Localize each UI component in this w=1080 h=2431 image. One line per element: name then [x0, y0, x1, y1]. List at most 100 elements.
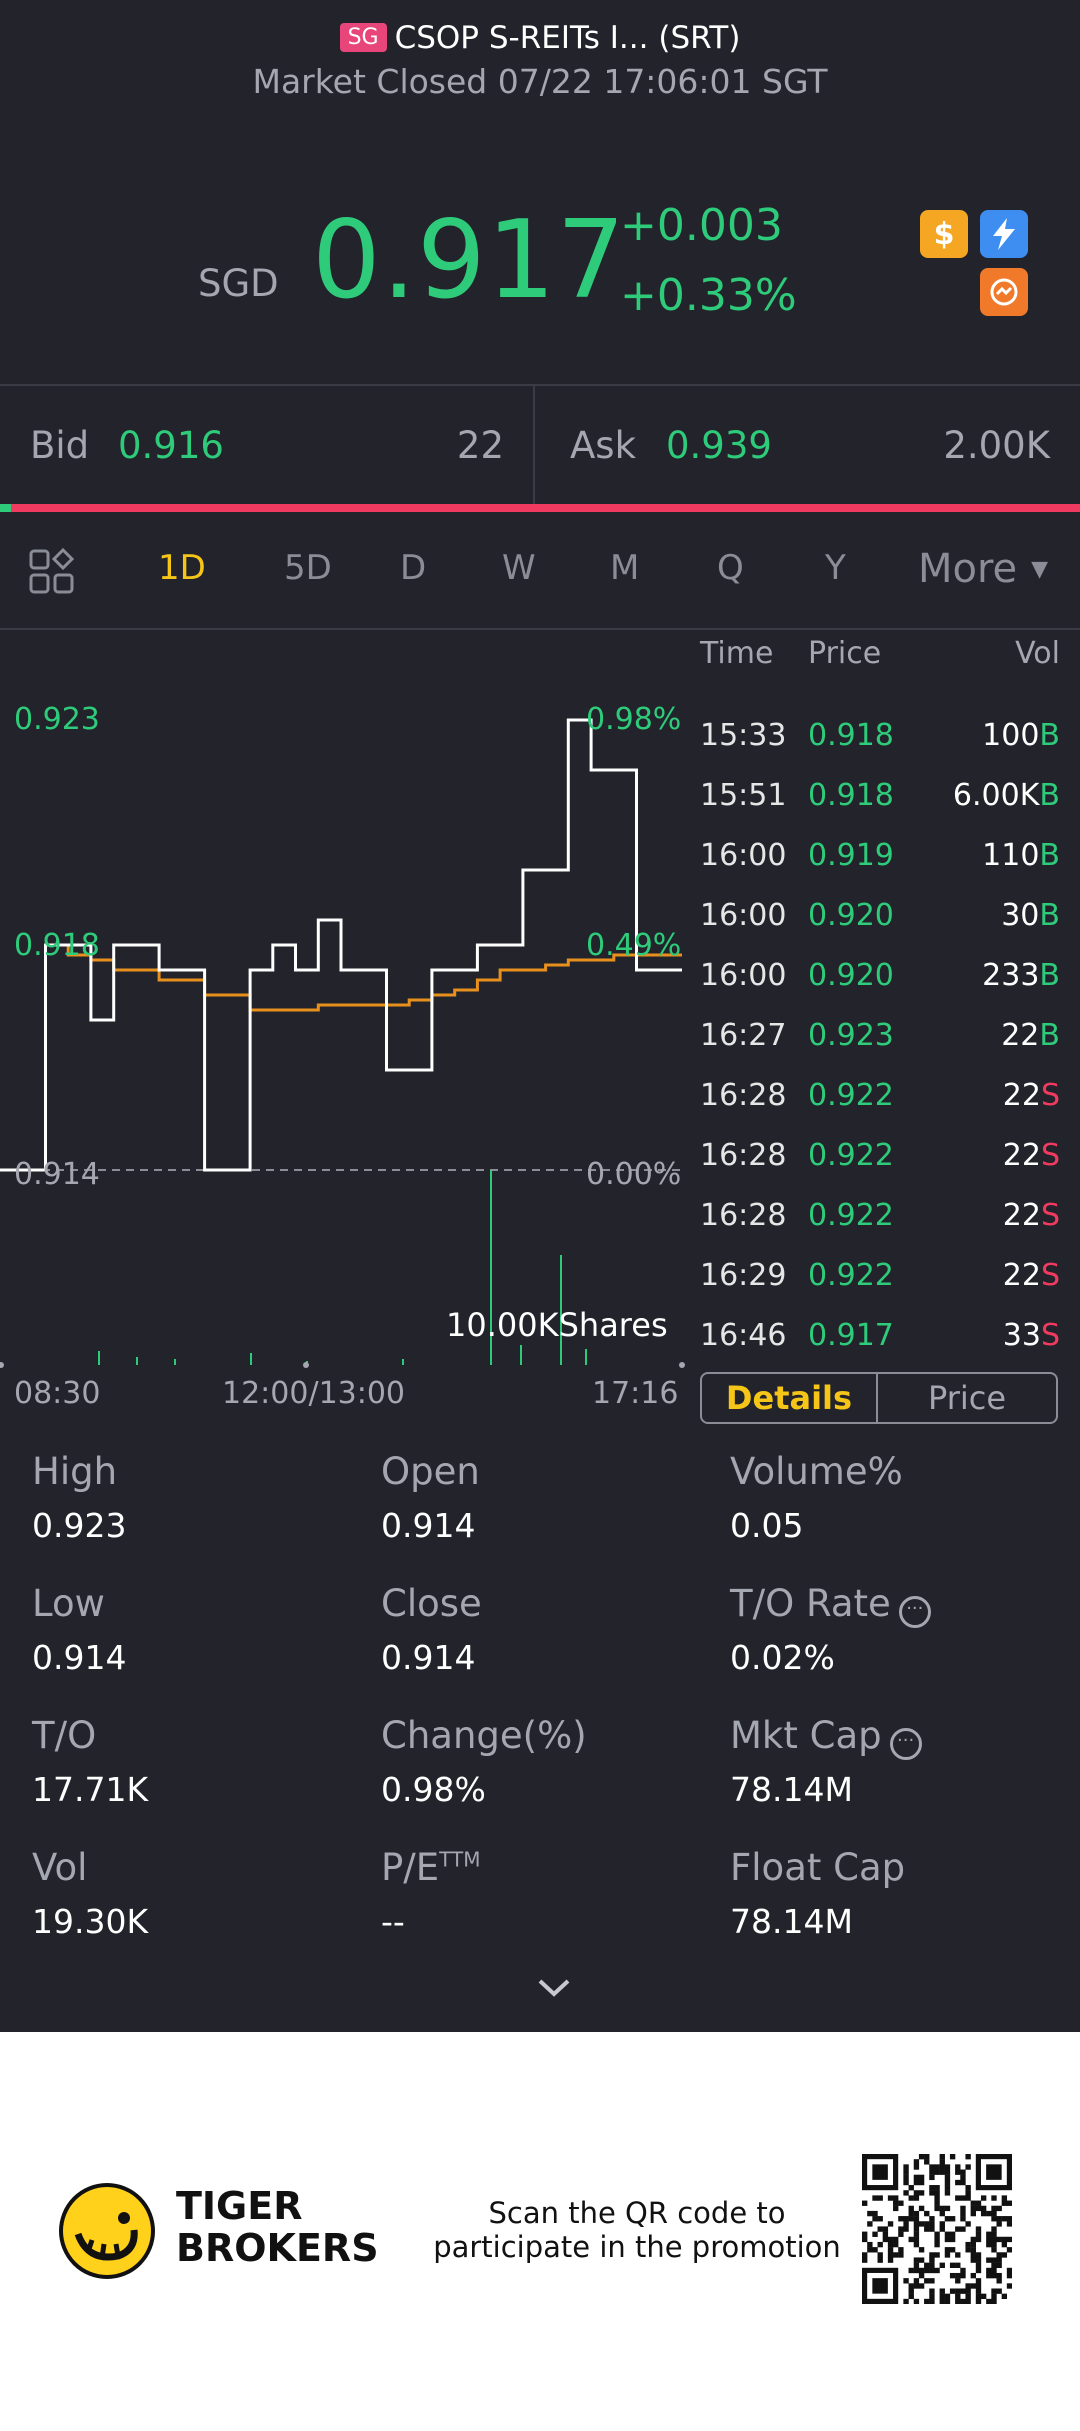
price-change: +0.003 [620, 200, 783, 251]
trade-volume: 233B [982, 958, 1060, 993]
intraday-chart[interactable] [0, 630, 690, 1370]
divider [0, 384, 1080, 386]
pe-value: -- [381, 1902, 405, 1941]
trade-price: 0.917 [808, 1318, 894, 1353]
mkt-cap-label: Mkt Cap ··· [730, 1714, 922, 1760]
trade-price: 0.918 [808, 718, 894, 753]
trade-row: 16:28 0.922 22S [700, 1198, 1060, 1258]
divider [0, 628, 1080, 630]
axis-dot [0, 1362, 4, 1368]
trade-row: 16:46 0.917 33S [700, 1318, 1060, 1378]
stock-name: CSOP S-REITs I... (SRT) [394, 20, 741, 56]
pe-ttm-sup: TTM [439, 1847, 481, 1872]
trades-header-vol: Vol [1015, 636, 1060, 671]
app-background [0, 0, 1080, 2032]
promo-line1: Scan the QR code to [488, 2196, 786, 2230]
trade-time: 16:46 [700, 1318, 787, 1353]
float-cap-value: 78.14M [730, 1902, 853, 1941]
trade-price: 0.919 [808, 838, 894, 873]
swap-icon[interactable] [980, 268, 1028, 316]
caret-down-icon: ▼ [1031, 557, 1049, 582]
trade-row: 15:51 0.918 6.00KB [700, 778, 1060, 838]
trade-volume: 100B [982, 718, 1060, 753]
trade-price: 0.922 [808, 1198, 894, 1233]
trade-row: 16:00 0.920 233B [700, 958, 1060, 1018]
volume-pct-value: 0.05 [730, 1506, 804, 1545]
market-status: Market Closed 07/22 17:06:01 SGT [252, 62, 828, 101]
change-value: 0.98% [381, 1770, 486, 1809]
close-label: Close [381, 1582, 482, 1625]
open-label: Open [381, 1450, 480, 1493]
trade-volume: 22S [1002, 1138, 1060, 1173]
trade-time: 15:51 [700, 778, 787, 813]
y-tick-mid-pct: 0.49% [586, 928, 682, 963]
trade-row: 16:00 0.920 30B [700, 898, 1060, 958]
trade-time: 16:00 [700, 898, 787, 933]
trade-volume: 22B [1001, 1018, 1060, 1053]
to-rate-label-text: T/O Rate [730, 1582, 891, 1625]
high-value: 0.923 [32, 1506, 127, 1545]
volume-pct-label: Volume% [730, 1450, 903, 1493]
trade-volume: 33S [1002, 1318, 1060, 1353]
brand-name: TIGER BROKERS [176, 2185, 379, 2269]
tab-1d[interactable]: 1D [158, 548, 206, 588]
region-badge: SG [339, 23, 387, 52]
to-rate-value: 0.02% [730, 1638, 835, 1677]
more-info-icon[interactable]: ··· [889, 1728, 922, 1760]
price-line [0, 718, 682, 1172]
trade-price: 0.920 [808, 958, 894, 993]
vol-value: 19.30K [32, 1902, 149, 1941]
close-value: 0.914 [381, 1638, 476, 1677]
trade-volume: 22S [1002, 1258, 1060, 1293]
tab-m[interactable]: M [610, 548, 640, 588]
dollar-icon[interactable]: $ [920, 210, 968, 258]
y-tick-high-pct: 0.98% [586, 702, 682, 737]
trade-row: 16:27 0.923 22B [700, 1018, 1060, 1078]
pe-label: P/ETTM [381, 1846, 481, 1889]
volume-bars [98, 1170, 587, 1365]
chart-layout-icon[interactable] [28, 547, 76, 596]
trade-time: 16:28 [700, 1138, 787, 1173]
trade-volume: 6.00KB [952, 778, 1060, 813]
tab-w[interactable]: W [502, 548, 536, 588]
price-button[interactable]: Price [878, 1372, 1058, 1424]
trade-time: 16:29 [700, 1258, 787, 1293]
to-label: T/O [32, 1714, 97, 1757]
more-info-icon[interactable]: ··· [898, 1596, 931, 1628]
pe-label-text: P/E [381, 1846, 440, 1889]
volume-bar [560, 1255, 562, 1365]
expand-chevron-icon[interactable] [536, 1976, 572, 2000]
tab-more[interactable]: More ▼ [918, 546, 1048, 592]
details-button[interactable]: Details [700, 1372, 878, 1424]
trade-time: 16:00 [700, 838, 787, 873]
brand-line2: BROKERS [176, 2226, 379, 2270]
flash-icon[interactable] [980, 210, 1028, 258]
low-value: 0.914 [32, 1638, 127, 1677]
trade-volume: 22S [1002, 1078, 1060, 1113]
y-tick-mid: 0.918 [14, 928, 100, 963]
bid-size: 22 [456, 424, 504, 467]
bid-label: Bid [30, 424, 90, 467]
open-value: 0.914 [381, 1506, 476, 1545]
volume-scale-label: 10.00KShares [446, 1306, 668, 1344]
x-tick-close: 17:16 [592, 1376, 679, 1411]
average-price-line [0, 943, 682, 1172]
tab-d[interactable]: D [400, 548, 427, 588]
tab-y[interactable]: Y [825, 548, 846, 588]
promo-line2: participate in the promotion [433, 2230, 841, 2264]
tab-q[interactable]: Q [717, 548, 744, 588]
mkt-cap-label-text: Mkt Cap [730, 1714, 882, 1757]
promo-text: Scan the QR code to participate in the p… [432, 2196, 842, 2264]
volume-bar [585, 1349, 587, 1365]
stock-title[interactable]: SG CSOP S-REITs I... (SRT) [0, 20, 1080, 56]
volume-bar [520, 1345, 522, 1365]
float-cap-label: Float Cap [730, 1846, 906, 1889]
trades-header-price: Price [808, 636, 882, 671]
axis-dot [679, 1362, 685, 1368]
qr-code[interactable] [862, 2154, 1012, 2304]
tiger-logo-icon [58, 2182, 156, 2280]
trade-volume: 110B [982, 838, 1060, 873]
tab-5d[interactable]: 5D [284, 548, 332, 588]
vol-label: Vol [32, 1846, 88, 1889]
to-rate-label: T/O Rate ··· [730, 1582, 931, 1628]
